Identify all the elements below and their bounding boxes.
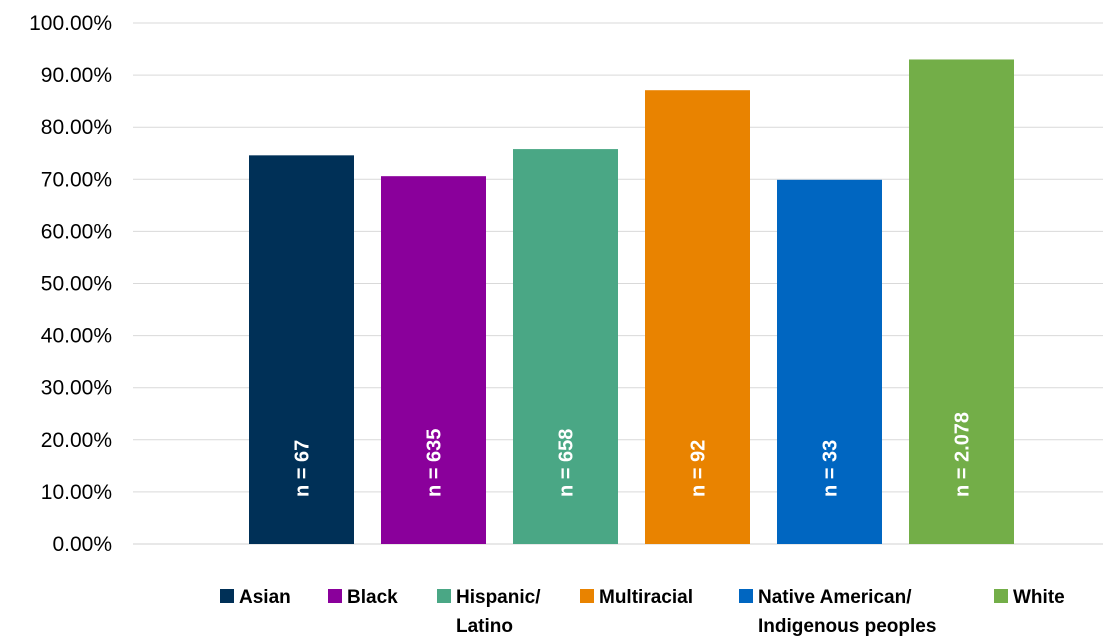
- legend-label: Native American/: [758, 587, 912, 608]
- y-tick-label: 0.00%: [52, 533, 112, 556]
- y-tick-label: 50.00%: [41, 273, 112, 296]
- legend-swatch: [437, 589, 451, 603]
- legend-swatch: [739, 589, 753, 603]
- bar-data-label: n = 635: [424, 429, 446, 497]
- bar-data-label: n = 33: [820, 440, 842, 497]
- y-tick-label: 70.00%: [41, 168, 112, 191]
- legend-item: White: [994, 587, 1065, 608]
- bar-black: [381, 176, 486, 544]
- y-axis-tick-labels: 0.00% 10.00% 20.00% 30.00% 40.00% 50.00% 60.00…: [29, 12, 112, 556]
- y-tick-label: 20.00%: [41, 429, 112, 452]
- bar-white: [909, 59, 1014, 544]
- legend-swatch: [994, 589, 1008, 603]
- bars: [249, 59, 1014, 545]
- legend-swatch: [328, 589, 342, 603]
- legend-item: Multiracial: [580, 587, 693, 608]
- legend-label: Multiracial: [599, 587, 693, 608]
- y-tick-label: 60.00%: [41, 220, 112, 243]
- y-tick-label: 80.00%: [41, 116, 112, 139]
- legend-swatch: [580, 589, 594, 603]
- y-tick-label: 90.00%: [41, 64, 112, 87]
- bar-data-label: n = 2.078: [952, 412, 974, 497]
- y-tick-label: 10.00%: [41, 481, 112, 504]
- legend-item: Native American/Indigenous peoples: [739, 587, 936, 637]
- bar-multiracial: [645, 90, 750, 545]
- bar-data-label: n = 67: [292, 440, 314, 497]
- y-tick-label: 100.00%: [29, 12, 112, 35]
- legend: Asian Black Hispanic/Latino Multiracial Nati…: [220, 587, 1065, 637]
- y-tick-label: 40.00%: [41, 325, 112, 348]
- bar-native-american-indigenous-peoples: [777, 179, 882, 545]
- legend-label: Latino: [456, 616, 513, 637]
- legend-label: White: [1013, 587, 1065, 608]
- legend-swatch: [220, 589, 234, 603]
- bar-asian: [249, 155, 354, 545]
- legend-item: Asian: [220, 587, 291, 608]
- bar-hispanic-latino: [513, 149, 618, 544]
- legend-label: Asian: [239, 587, 291, 608]
- legend-label: Black: [347, 587, 398, 608]
- legend-label: Hispanic/: [456, 587, 541, 608]
- bar-data-label: n = 658: [556, 429, 578, 497]
- bar-labels: n = 67 n = 635 n = 658 n = 92 n = 33 n = 2.07…: [292, 412, 974, 497]
- legend-label: Indigenous peoples: [758, 616, 936, 637]
- legend-item: Black: [328, 587, 398, 608]
- bar-data-label: n = 92: [688, 440, 710, 497]
- y-tick-label: 30.00%: [41, 377, 112, 400]
- legend-item: Hispanic/Latino: [437, 587, 541, 637]
